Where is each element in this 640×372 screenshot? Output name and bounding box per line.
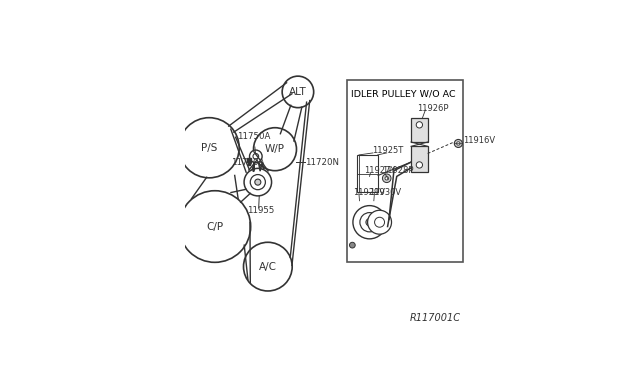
Circle shape [282, 76, 314, 108]
Circle shape [366, 219, 373, 226]
Bar [348, 80, 463, 262]
Circle shape [179, 118, 239, 178]
Text: R117001C: R117001C [410, 313, 461, 323]
Text: ALT: ALT [289, 87, 307, 97]
Text: 11926P: 11926P [417, 104, 448, 113]
Text: C/P: C/P [206, 222, 223, 231]
Circle shape [250, 174, 266, 190]
Text: 11720N: 11720N [305, 158, 339, 167]
Text: W/P: W/P [265, 144, 285, 154]
Circle shape [360, 212, 379, 232]
Bar [411, 118, 428, 142]
Text: 11925T: 11925T [372, 146, 404, 155]
Circle shape [456, 142, 460, 145]
Circle shape [454, 140, 462, 147]
Text: 11930V: 11930V [369, 187, 402, 197]
Circle shape [253, 128, 296, 171]
Bar [411, 146, 428, 172]
Text: 11750A: 11750A [232, 158, 265, 171]
Circle shape [374, 217, 385, 227]
Circle shape [349, 242, 355, 248]
Text: IDLER PULLEY W/O AC: IDLER PULLEY W/O AC [351, 90, 456, 99]
Circle shape [416, 122, 422, 128]
Circle shape [383, 174, 391, 183]
Text: 11916V: 11916V [463, 136, 495, 145]
Text: 11927Y: 11927Y [364, 166, 395, 175]
Circle shape [353, 206, 386, 239]
Circle shape [255, 179, 261, 185]
Text: P/S: P/S [201, 143, 218, 153]
Text: 11928P: 11928P [382, 166, 413, 175]
Text: 11955: 11955 [247, 206, 275, 215]
Circle shape [385, 177, 388, 180]
Circle shape [253, 154, 259, 159]
Circle shape [367, 210, 392, 234]
Bar [356, 155, 378, 192]
Text: 11929V: 11929V [353, 187, 385, 197]
Circle shape [250, 150, 262, 163]
Circle shape [243, 242, 292, 291]
Text: 11750A: 11750A [237, 132, 271, 154]
Circle shape [244, 169, 271, 196]
Circle shape [179, 191, 251, 262]
Circle shape [416, 162, 422, 168]
Text: A/C: A/C [259, 262, 277, 272]
